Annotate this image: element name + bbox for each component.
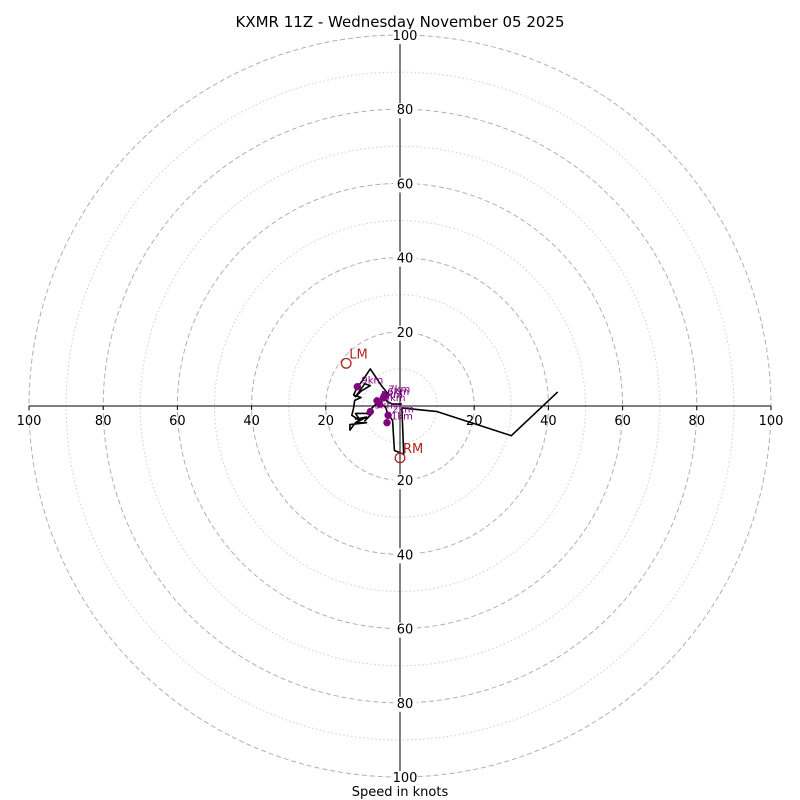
height-marker-label: 1km [391,412,413,423]
y-tick-label: 60 [397,623,414,638]
x-tick-label: 20 [318,414,335,429]
y-tick-label-bg [393,177,417,193]
y-tick-label-bg [393,251,417,267]
y-tick-label: 100 [393,29,418,44]
x-tick-label: 80 [689,414,706,429]
y-tick-label-bg [393,103,417,119]
tick-labels: 100 80 60 40 20 20 40 60 80 100204060801002040608… [17,29,784,786]
x-tick-label: 100 [759,414,784,429]
height-marker-point [384,411,392,419]
y-tick-label: 40 [397,252,414,267]
x-tick-label: 100 [17,414,42,429]
y-tick-label-bg [393,548,417,564]
height-marker-label: 5km [381,390,403,401]
storm-motion-label: LM [349,347,367,362]
y-tick-label-bg [393,325,417,341]
y-tick-label-bg [393,29,417,44]
storm-motion-markers: LM RM [340,347,423,464]
y-tick-label-bg [393,696,417,712]
height-marker-label: 3km [374,401,396,412]
y-tick-label: 80 [397,103,414,118]
height-marker-point [373,397,381,405]
height-marker-label: 6km [387,387,409,398]
height-marker-point [380,391,389,400]
y-tick-label-bg [393,474,417,490]
height-marker-point [353,383,362,391]
storm-motion-point [394,452,406,464]
x-tick-label: 40 [540,414,557,429]
y-tick-label: 40 [397,548,414,563]
y-tick-label-bg [393,622,417,638]
storm-motion-label: RM [403,442,423,457]
height-marker-label: 2km [392,404,414,415]
y-tick-label: 60 [397,177,414,192]
y-tick-label-bg [393,771,417,786]
height-marker-label: 4km [384,393,406,404]
y-tick-label: 100 [393,771,418,786]
y-tick-label: 20 [397,326,414,341]
x-tick-label: 80 [95,414,112,429]
x-tick-label: 60 [614,414,631,429]
height-marker-label: 7km [388,385,410,396]
height-marker-point [383,418,391,427]
y-tick-label: 20 [397,474,414,489]
chart-title: KXMR 11Z - Wednesday November 05 2025 [236,13,565,31]
storm-motion-point [340,357,352,369]
x-tick-label: 40 [243,414,260,429]
height-marker-label: 9km [361,376,383,387]
height-marker-point [366,407,375,416]
y-tick-label: 80 [397,697,414,712]
x-tick-label: 60 [169,414,186,429]
axes [29,35,771,777]
x-axis-label: Speed in knots [352,785,449,800]
